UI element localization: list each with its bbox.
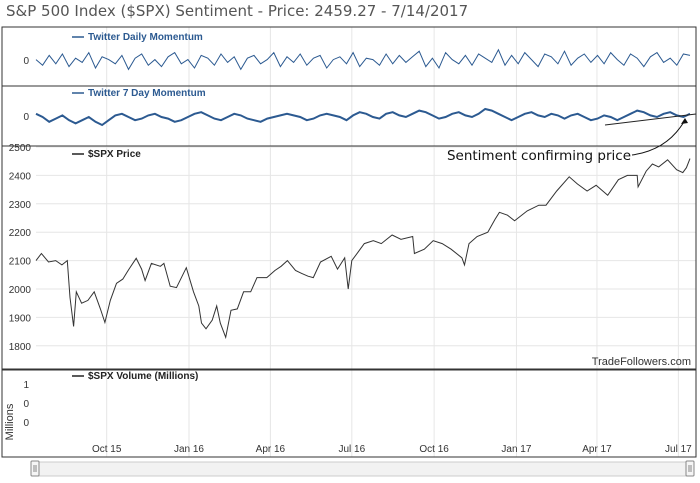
navigator-handle-left[interactable] <box>30 460 40 477</box>
legend-spx-price: $SPX Price <box>88 149 141 160</box>
y-tick-label: 2300 <box>9 200 32 211</box>
y-tick-label: 0 <box>23 112 29 123</box>
y-tick-label: 2400 <box>9 171 32 182</box>
panel-7day-momentum: Twitter 7 Day Momentum 0 <box>1 85 697 147</box>
y-tick-label: 1800 <box>9 342 32 353</box>
series-line-daily-momentum <box>35 48 691 71</box>
y-tick-label: 0 <box>23 56 29 67</box>
y-tick-label: 2000 <box>9 285 32 296</box>
legend-daily-momentum: Twitter Daily Momentum <box>88 32 203 43</box>
series-line-spx-price <box>35 158 691 340</box>
y-tick-label: 0 <box>23 399 29 410</box>
annotation-arrowhead <box>681 118 688 124</box>
panel-spx-volume: $SPX Volume (Millions) 1 0 0 Millions <box>1 369 697 458</box>
navigator-track[interactable] <box>35 461 691 477</box>
annotation-text: Sentiment confirming price <box>447 148 631 164</box>
y-tick-label: 1 <box>23 380 29 391</box>
panel-frame <box>1 145 697 370</box>
x-tick-label: Jan 16 <box>174 444 204 455</box>
y-tick-label: 0 <box>23 418 29 429</box>
y-tick-label: 2100 <box>9 257 32 268</box>
panel-spx-price: $SPX Price 1800 1900 2000 2100 2200 2300 2400 2… <box>1 118 697 370</box>
panel-daily-momentum: Twitter Daily Momentum 0 <box>1 26 697 87</box>
y-axis-ticks: 1800 1900 2000 2100 2200 2300 2400 2500 <box>9 143 32 353</box>
y-tick-label: 2200 <box>9 228 32 239</box>
x-tick-label: Oct 15 <box>92 444 122 455</box>
legend-7day-momentum: Twitter 7 Day Momentum <box>88 88 206 99</box>
y-axis-label: Millions <box>4 403 16 440</box>
x-tick-label: Jul 16 <box>338 444 365 455</box>
y-tick-label: 2500 <box>9 143 32 154</box>
annotation-arrow <box>631 119 686 156</box>
watermark: TradeFollowers.com <box>592 356 691 368</box>
x-axis-labels: Oct 15 Jan 16 Apr 16 Jul 16 Oct 16 Jan 17 Apr … <box>92 444 692 455</box>
x-tick-label: Jan 17 <box>501 444 531 455</box>
grid-layer <box>36 27 696 457</box>
x-tick-label: Apr 17 <box>582 444 612 455</box>
panel-frame <box>1 369 697 458</box>
x-tick-label: Apr 16 <box>256 444 286 455</box>
x-tick-label: Oct 16 <box>419 444 449 455</box>
series-line-7day-momentum <box>35 107 691 127</box>
legend-spx-volume: $SPX Volume (Millions) <box>88 371 198 382</box>
y-tick-label: 1900 <box>9 313 32 324</box>
chart-title: S&P 500 Index ($SPX) Sentiment - Price: … <box>6 2 469 20</box>
navigator[interactable] <box>30 460 695 477</box>
navigator-handle-right[interactable] <box>685 460 695 477</box>
x-tick-label: Jul 17 <box>665 444 692 455</box>
trend-line <box>604 113 697 126</box>
